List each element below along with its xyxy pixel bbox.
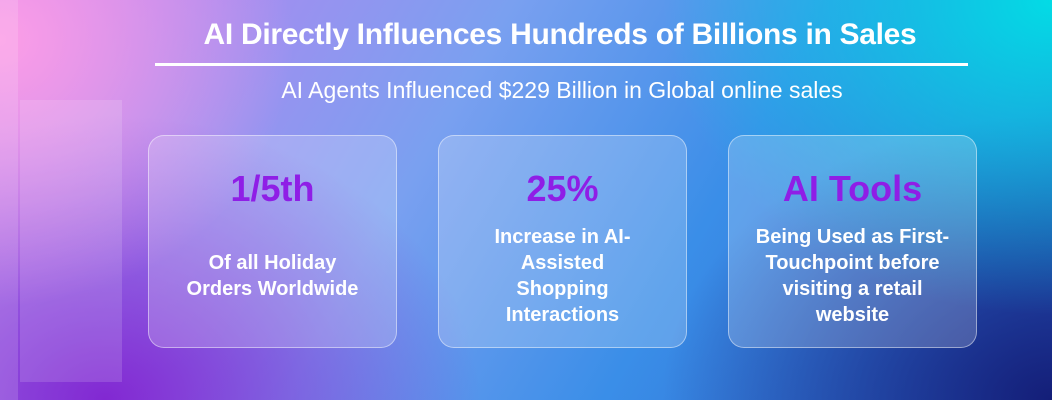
divider (155, 63, 968, 66)
stat-description: Being Used as First-Touchpoint before vi… (755, 226, 950, 326)
stat-card: 25% Increase in AI-Assisted Shopping Int… (438, 135, 687, 348)
subtitle: AI Agents Influenced $229 Billion in Glo… (281, 77, 843, 103)
stat-description: Increase in AI-Assisted Shopping Interac… (494, 226, 631, 326)
stat-description: Of all Holiday Orders Worldwide (186, 252, 359, 300)
stat-value: 1/5th (230, 168, 315, 209)
stat-value: AI Tools (782, 168, 923, 209)
stat-value: 25% (526, 168, 599, 209)
stat-card: 1/5th Of all Holiday Orders Worldwide (148, 135, 397, 348)
decoration (20, 100, 122, 382)
stat-card: AI Tools Being Used as First-Touchpoint … (728, 135, 977, 348)
decoration (0, 0, 18, 400)
title: AI Directly Influences Hundreds of Billi… (203, 18, 917, 51)
